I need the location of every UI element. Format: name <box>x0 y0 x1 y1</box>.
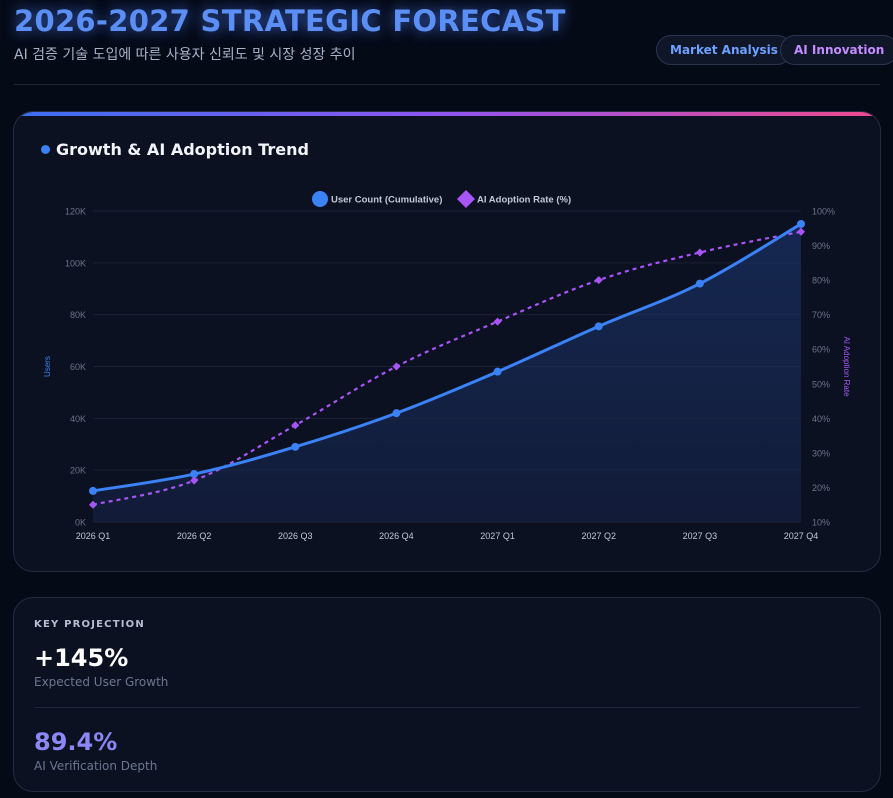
page-title: 2026-2027 STRATEGIC FORECAST <box>14 4 566 38</box>
y-right-tick-label: 40% <box>812 414 830 424</box>
y-right-tick-label: 60% <box>812 345 830 355</box>
x-tick-label: 2027 Q1 <box>480 531 515 541</box>
users-point <box>89 486 97 495</box>
x-tick-label: 2026 Q2 <box>177 531 212 541</box>
legend-adoption-icon <box>457 190 475 208</box>
adoption-point <box>797 227 805 236</box>
adoption-point <box>493 317 502 326</box>
x-tick-label: 2027 Q3 <box>683 531 718 541</box>
adoption-point <box>89 500 97 509</box>
header: 2026-2027 STRATEGIC FORECAST AI 검증 기술 도입… <box>14 0 893 85</box>
user-growth-desc: Expected User Growth <box>34 675 169 689</box>
y-right-tick-label: 70% <box>812 310 830 320</box>
legend-users-label: User Count (Cumulative) <box>331 195 442 206</box>
x-tick-label: 2026 Q4 <box>379 531 414 541</box>
adoption-point <box>392 362 401 371</box>
ai-depth-desc: AI Verification Depth <box>34 759 158 773</box>
adoption-point <box>695 248 704 257</box>
gradient-accent-bar <box>14 112 880 116</box>
y-right-tick-label: 10% <box>812 518 830 528</box>
users-point <box>797 219 805 228</box>
users-point <box>392 409 401 418</box>
growth-adoption-chart: 0K 20K 40K 60K 80K 100K 120K 10% 20% 30% 40% 50% 60%… <box>43 190 851 541</box>
users-point <box>190 470 199 479</box>
y-left-tick-label: 60K <box>70 362 86 372</box>
users-point <box>695 279 704 288</box>
y-right-tick-label: 80% <box>812 276 830 286</box>
x-tick-label: 2027 Q2 <box>581 531 616 541</box>
x-tick-label: 2026 Q1 <box>76 531 111 541</box>
ai-innovation-tag[interactable]: AI Innovation <box>780 35 893 65</box>
adoption-point <box>190 476 199 485</box>
y-left-tick-label: 80K <box>70 310 86 320</box>
y-right-tick-label: 20% <box>812 483 830 493</box>
y-right-axis-title: AI Adoption Rate <box>842 336 851 397</box>
y-right-tick-label: 100% <box>812 207 835 217</box>
key-projection-card: KEY PROJECTION +145% Expected User Growt… <box>13 597 881 792</box>
projection-label: KEY PROJECTION <box>34 619 145 630</box>
y-left-tick-label: 100K <box>65 258 86 268</box>
users-point <box>493 367 502 376</box>
y-left-axis-title: Users <box>43 356 52 377</box>
legend-users-icon <box>312 191 328 207</box>
chart-card: Growth & AI Adoption Trend 0K 20K 40K 60K 80… <box>13 111 881 572</box>
users-point <box>594 322 603 331</box>
users-area <box>93 223 801 522</box>
x-tick-label: 2026 Q3 <box>278 531 313 541</box>
y-left-tick-label: 120K <box>65 207 86 217</box>
x-tick-label: 2027 Q4 <box>784 531 819 541</box>
adoption-line <box>92 230 802 506</box>
legend-adoption-label: AI Adoption Rate (%) <box>477 195 571 206</box>
users-line <box>92 222 802 493</box>
divider <box>34 707 860 708</box>
user-growth-value: +145% <box>34 644 129 672</box>
adoption-point <box>594 276 603 285</box>
market-analysis-tag[interactable]: Market Analysis <box>656 35 792 65</box>
y-right-tick-label: 50% <box>812 379 830 389</box>
users-point <box>291 442 300 451</box>
ai-depth-value: 89.4% <box>34 728 118 756</box>
page-subtitle: AI 검증 기술 도입에 따른 사용자 신뢰도 및 시장 성장 추이 <box>14 47 356 63</box>
y-left-tick-label: 40K <box>70 414 86 424</box>
chart-title: Growth & AI Adoption Trend <box>56 140 309 159</box>
adoption-point <box>291 421 300 430</box>
y-left-tick-label: 0K <box>75 518 86 528</box>
title-dot-icon <box>41 145 50 154</box>
y-right-tick-label: 30% <box>812 448 830 458</box>
y-left-tick-label: 20K <box>70 466 86 476</box>
y-right-tick-label: 90% <box>812 241 830 251</box>
